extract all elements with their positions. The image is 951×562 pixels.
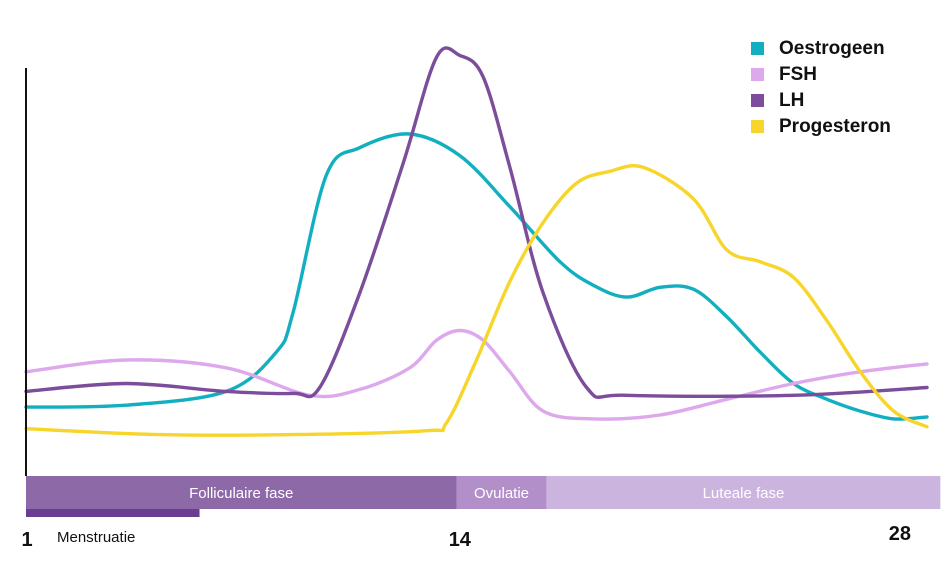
legend-label-oestrogeen: Oestrogeen [779,38,885,59]
legend-label-fsh: FSH [779,64,817,85]
phase-bar-folliculaire-fase [26,476,457,509]
x-tick-label-14: 14 [449,529,472,551]
phase-bar-ovulatie [456,476,547,509]
x-tick-label-28: 28 [889,523,911,545]
x-tick-label-1: 1 [21,529,32,551]
legend-label-progesteron: Progesteron [779,116,891,137]
legend-swatch-oestrogeen [751,42,764,55]
legend-label-lh: LH [779,90,804,111]
x-axis-ticks: 1 14 28 [21,523,911,551]
phase-label-ovulatie: Ovulatie [474,485,529,502]
hormone-lines [24,46,929,437]
phase-bar-luteale-fase [546,476,941,509]
series-line-fsh [24,328,929,421]
menstruation-bar [26,509,200,517]
menstruation-label: Menstruatie [57,529,135,546]
legend-swatch-fsh [751,68,764,81]
phase-bars: Folliculaire fase Ovulatie Luteale fase Men… [26,476,941,546]
phase-label-luteale-fase: Luteale fase [703,485,785,502]
legend-swatch-lh [751,94,764,107]
series-line-oestrogeen [24,132,929,421]
series-line-progesteron [24,164,929,437]
legend: Oestrogeen FSH LH Progesteron [751,38,891,137]
phase-label-folliculaire-fase: Folliculaire fase [189,485,293,502]
legend-swatch-progesteron [751,120,764,133]
series-line-lh [24,46,929,400]
